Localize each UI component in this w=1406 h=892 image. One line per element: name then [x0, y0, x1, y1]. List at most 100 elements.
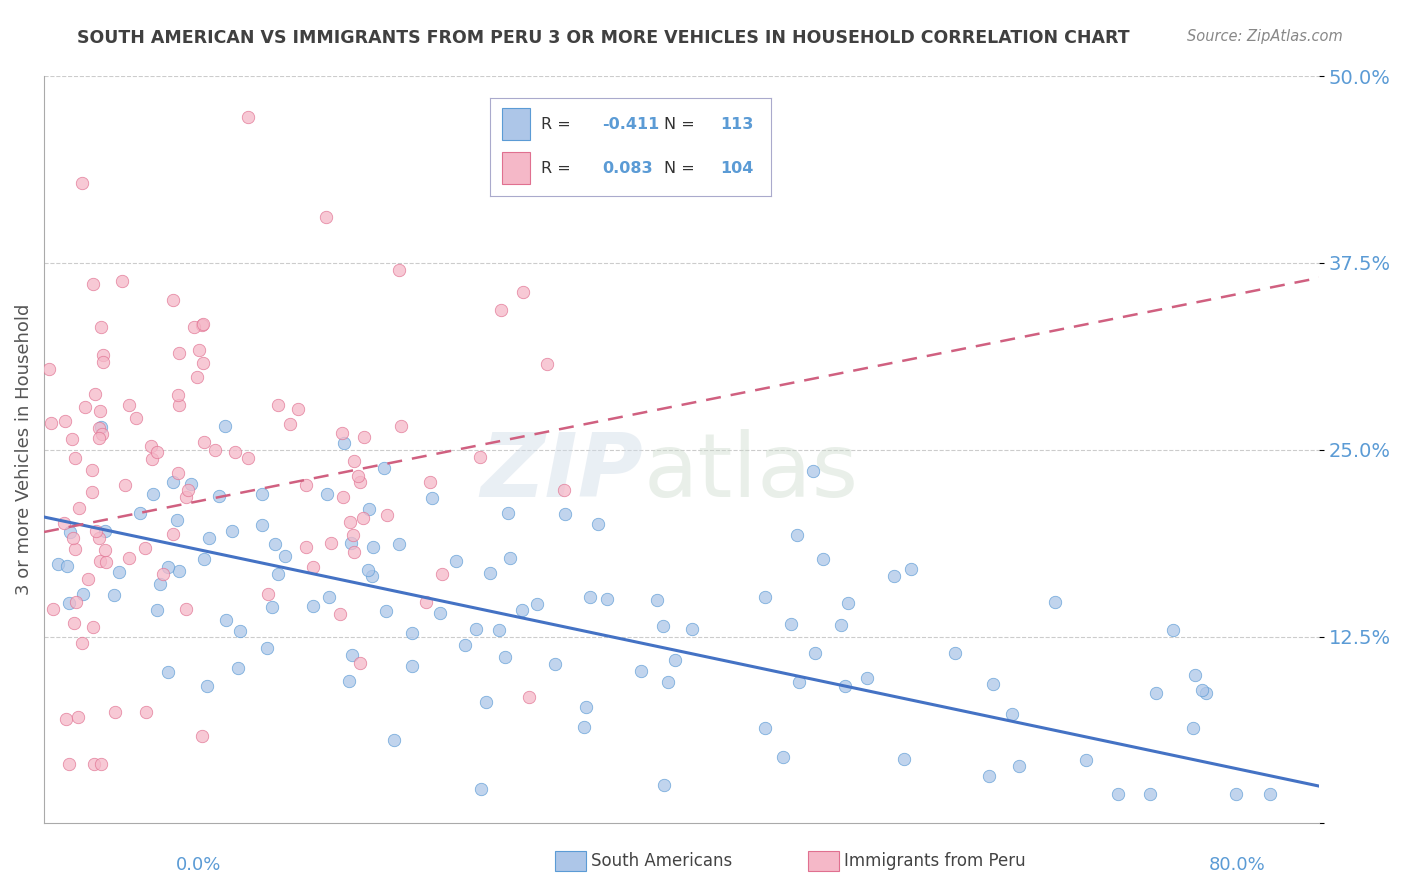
Point [70, 636, 93, 650]
Point [1076, 753, 1098, 767]
Point [156, 560, 179, 574]
Point [332, 490, 354, 504]
Point [801, 464, 824, 478]
Point [90, 756, 112, 771]
Point [180, 477, 202, 491]
Text: atlas: atlas [644, 429, 859, 516]
Point [58, 756, 80, 771]
Point [162, 526, 184, 541]
Point [224, 445, 246, 459]
Point [1144, 686, 1167, 700]
Point [226, 660, 249, 674]
Point [191, 318, 214, 332]
Point [67, 500, 90, 515]
Y-axis label: 3 or more Vehicles in Household: 3 or more Vehicles in Household [15, 304, 32, 596]
Point [90, 426, 112, 441]
Point [772, 750, 794, 764]
Point [340, 536, 363, 550]
Point [152, 566, 174, 581]
Point [415, 594, 437, 608]
Point [330, 425, 353, 440]
Point [347, 469, 370, 483]
Point [1139, 787, 1161, 801]
Point [66, 710, 89, 724]
Point [56, 558, 79, 573]
Point [167, 564, 190, 578]
Point [198, 531, 221, 545]
Point [339, 515, 361, 529]
Point [260, 599, 283, 614]
Point [82, 277, 104, 292]
Point [214, 418, 236, 433]
Point [145, 603, 167, 617]
Point [780, 616, 803, 631]
Point [1001, 707, 1024, 722]
Point [166, 388, 188, 402]
Point [464, 622, 486, 636]
Text: Immigrants from Peru: Immigrants from Peru [844, 852, 1025, 870]
Point [193, 356, 215, 370]
Point [174, 602, 197, 616]
Point [166, 513, 188, 527]
Point [252, 486, 274, 500]
Point [1008, 759, 1031, 773]
Point [342, 453, 364, 467]
Point [488, 623, 510, 637]
Point [432, 566, 454, 581]
Point [72, 176, 94, 190]
Point [318, 591, 340, 605]
Point [1163, 623, 1185, 637]
Point [90, 419, 112, 434]
Point [77, 572, 100, 586]
Point [82, 484, 104, 499]
Point [586, 516, 609, 531]
Point [475, 695, 498, 709]
Point [38, 362, 60, 376]
Point [167, 346, 190, 360]
Point [893, 752, 915, 766]
Point [118, 550, 141, 565]
Point [94, 555, 117, 569]
Point [83, 756, 105, 771]
Point [162, 293, 184, 307]
Point [510, 603, 533, 617]
Point [204, 443, 226, 458]
Point [94, 524, 117, 538]
Point [267, 566, 290, 581]
Point [89, 554, 111, 568]
Point [139, 440, 162, 454]
Point [87, 431, 110, 445]
Point [494, 649, 516, 664]
Point [389, 419, 412, 434]
Point [162, 475, 184, 489]
Point [195, 679, 218, 693]
Point [177, 483, 200, 497]
Point [349, 475, 371, 490]
Point [193, 434, 215, 449]
Point [62, 531, 84, 545]
Point [256, 641, 278, 656]
Point [141, 452, 163, 467]
Point [349, 656, 371, 670]
Point [65, 541, 87, 556]
Point [236, 450, 259, 465]
Point [651, 619, 673, 633]
Point [429, 606, 451, 620]
Point [337, 673, 360, 688]
Point [981, 677, 1004, 691]
Point [302, 560, 325, 574]
Point [65, 595, 87, 609]
Point [118, 399, 141, 413]
Point [63, 450, 86, 465]
Point [420, 491, 443, 505]
Point [287, 402, 309, 417]
Point [977, 769, 1000, 783]
Point [167, 467, 190, 481]
Point [574, 720, 596, 734]
Point [470, 782, 492, 797]
Point [294, 478, 316, 492]
Point [754, 721, 776, 735]
Point [375, 604, 398, 618]
Point [135, 705, 157, 719]
Point [575, 700, 598, 714]
